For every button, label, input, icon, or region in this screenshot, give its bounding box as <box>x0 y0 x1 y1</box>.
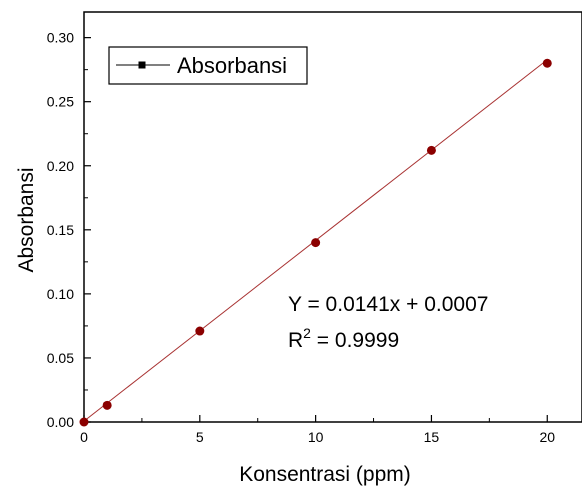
regression-annotation: Y = 0.0141x + 0.0007 R2 = 0.9999 <box>288 293 488 352</box>
x-tick-label: 15 <box>424 429 440 445</box>
legend: Absorbansi <box>108 46 308 85</box>
y-tick-label: 0.30 <box>47 30 74 46</box>
axes: 0.00 0.05 0.10 0.15 0.20 0.25 0.30 0 5 10 15 20 <box>47 30 556 445</box>
data-point <box>542 58 552 68</box>
x-tick-label: 20 <box>539 429 555 445</box>
y-tick-label: 0.00 <box>47 414 74 430</box>
r-squared-prefix: R <box>288 329 303 352</box>
legend-marker <box>138 61 146 69</box>
data-series <box>79 58 552 427</box>
data-point <box>426 145 436 155</box>
r-squared-value: = 0.9999 <box>311 329 399 352</box>
legend-label: Absorbansi <box>177 53 287 78</box>
x-axis-title: Konsentrasi (ppm) <box>239 463 411 486</box>
x-tick-label: 5 <box>196 429 204 445</box>
plot-area <box>83 11 582 423</box>
r-squared: R2 = 0.9999 <box>288 325 399 352</box>
plot-frame <box>83 11 582 423</box>
y-tick-label: 0.05 <box>47 350 74 366</box>
x-tick-label: 0 <box>80 429 88 445</box>
y-tick-label: 0.20 <box>47 158 74 174</box>
y-tick-label: 0.25 <box>47 94 74 110</box>
x-tick-label: 10 <box>308 429 324 445</box>
data-point <box>79 417 89 427</box>
y-tick-label: 0.10 <box>47 286 74 302</box>
data-point <box>195 326 205 336</box>
y-tick-label: 0.15 <box>47 222 74 238</box>
data-point <box>311 238 321 248</box>
regression-equation: Y = 0.0141x + 0.0007 <box>288 293 488 316</box>
y-axis-title: Absorbansi <box>15 167 38 272</box>
data-point <box>102 400 112 410</box>
r-squared-superscript: 2 <box>303 325 311 341</box>
